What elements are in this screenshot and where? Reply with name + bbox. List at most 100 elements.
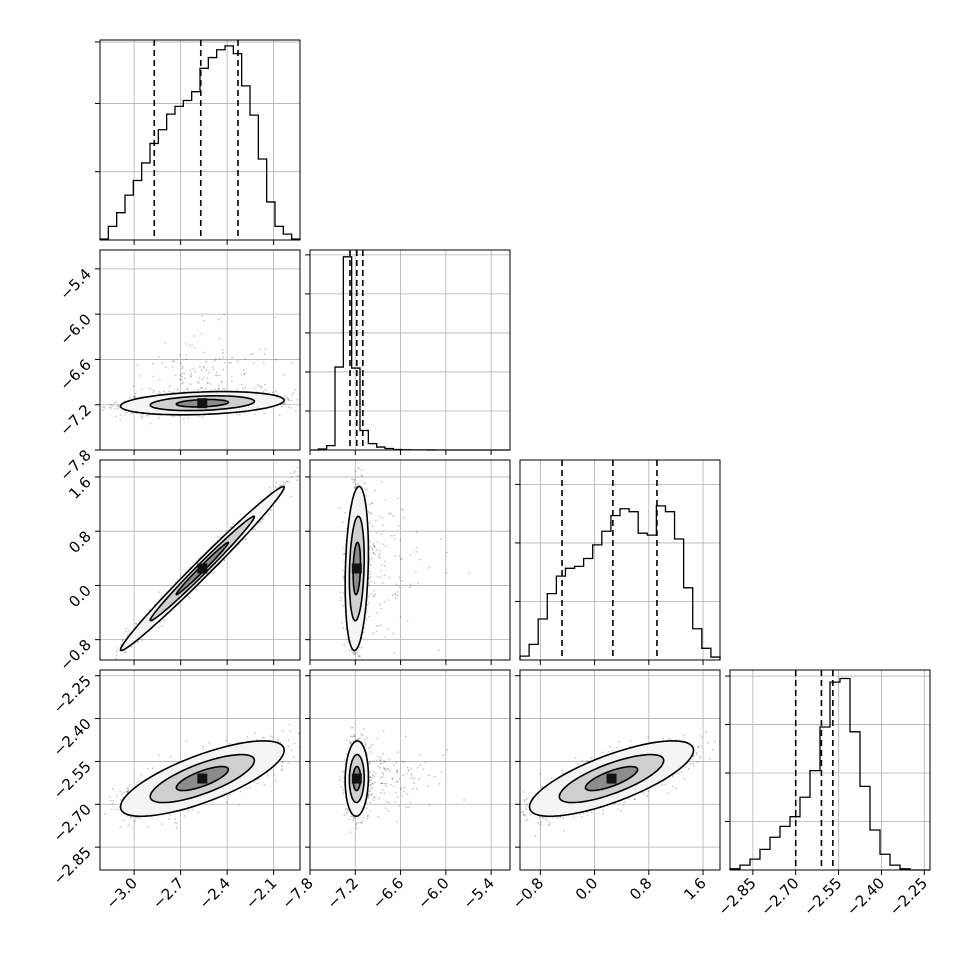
sample-point [182,417,185,420]
sample-point [339,599,342,602]
sample-point [126,787,129,790]
sample-point [389,512,392,515]
sample-point [384,545,387,547]
sample-point [282,484,285,486]
sample-point [243,372,246,375]
sample-point [353,652,356,655]
sample-point [253,387,256,390]
sample-point [108,406,111,409]
sample-point [218,374,221,377]
sample-point [347,641,349,643]
sample-point [384,636,387,639]
sample-point [368,601,371,604]
sample-point [383,601,386,603]
sample-point [368,615,371,618]
sample-point [187,809,190,812]
sample-point [254,528,257,531]
sample-point [117,405,119,408]
sample-point [368,584,370,587]
sample-point [239,790,242,793]
sample-point [179,354,181,357]
sample-point [135,622,138,625]
sample-point [201,416,204,419]
sample-point [341,621,343,624]
sample-point [305,402,307,404]
sample-point [347,678,349,680]
sample-point [158,591,161,594]
sample-point [352,653,355,656]
sample-point [207,371,210,374]
sample-point [221,349,224,351]
sample-point [287,397,289,400]
sample-point [183,372,186,375]
sample-point [123,414,126,417]
sample-point [352,481,355,483]
sample-point [371,502,374,505]
sample-point [313,399,315,401]
sample-point [353,478,355,481]
sample-point [291,394,294,396]
sample-point [210,389,213,392]
sample-point [168,385,171,388]
sample-point [365,488,368,491]
sample-point [157,414,160,417]
sample-point [274,390,277,393]
sample-point [263,412,266,415]
sample-point [152,389,155,392]
sample-point [115,650,118,652]
sample-point [307,469,309,471]
sample-point [200,387,203,390]
sample-point [181,367,184,370]
sample-point [115,808,118,811]
sample-point [414,571,417,573]
sample-point [171,360,174,362]
sample-point [352,660,354,662]
sample-point [180,362,182,365]
panel-frame [99,39,301,241]
sample-point [357,466,359,469]
sample-point [287,398,290,401]
sample-point [373,489,376,492]
sample-point [269,491,272,494]
sample-point [223,559,226,562]
sample-point [191,808,194,811]
sample-point [372,544,375,547]
sample-point [342,604,345,607]
sample-point [240,373,243,376]
sample-point [370,502,373,504]
sample-point [92,817,94,819]
sample-point [180,382,183,385]
sample-point [139,374,142,377]
sample-point [260,497,263,500]
sample-point [363,481,366,484]
sample-point [134,392,137,395]
sample-point [445,571,448,574]
sample-point [244,358,247,360]
sample-point [158,355,161,358]
sample-point [374,553,376,556]
sample-point [172,391,175,394]
sample-point [342,575,345,578]
sample-point [368,570,371,573]
sample-point [235,546,238,549]
sample-point [367,511,370,513]
y-tick-label: −7.2 [56,401,94,439]
sample-point [185,387,188,390]
sample-point [222,356,224,359]
sample-point [348,679,350,681]
sample-point [149,387,152,390]
sample-point [194,370,197,373]
sample-point [261,518,264,521]
sample-point [145,414,148,417]
sample-point [241,387,244,390]
sample-point [262,362,265,365]
sample-point [387,599,390,601]
sample-point [130,412,133,415]
sample-point [285,480,287,483]
sample-point [378,549,381,552]
sample-point [365,618,367,621]
sample-point [370,512,373,515]
sample-point [372,552,375,555]
sample-point [231,356,234,359]
sample-point [217,387,220,390]
